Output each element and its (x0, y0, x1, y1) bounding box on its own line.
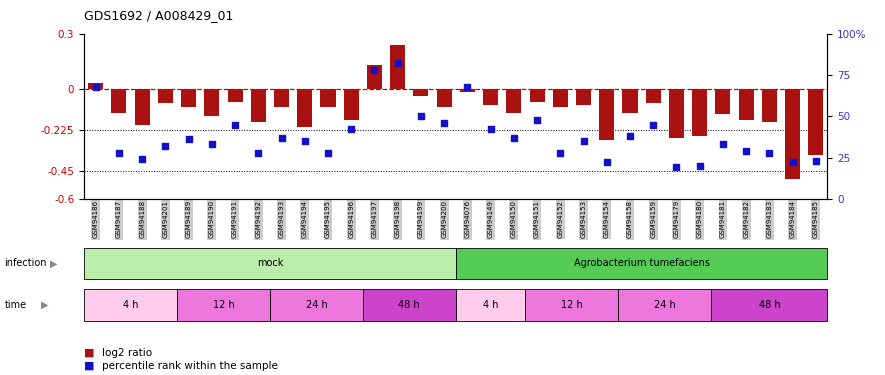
Bar (88, 83, 104, 89)
Point (135, 156, 150, 162)
Bar (112, 89, 127, 112)
Bar (646, 89, 661, 104)
Text: ■: ■ (84, 361, 95, 370)
Bar (808, 89, 823, 155)
Point (483, 126, 497, 132)
Text: log2 ratio: log2 ratio (102, 348, 152, 357)
Bar (227, 89, 242, 102)
Point (600, 159, 614, 165)
Point (716, 141, 730, 147)
Text: 24 h: 24 h (305, 300, 327, 310)
Point (646, 122, 660, 128)
Bar (529, 89, 544, 102)
Bar (413, 89, 428, 96)
Point (669, 164, 683, 170)
Text: 48 h: 48 h (398, 300, 420, 310)
Bar (390, 45, 405, 89)
Bar (599, 89, 614, 140)
Point (158, 143, 173, 149)
Point (390, 60, 404, 66)
Point (204, 141, 219, 147)
Text: Agrobacterium tumefaciens: Agrobacterium tumefaciens (573, 258, 710, 268)
Text: GDS1692 / A008429_01: GDS1692 / A008429_01 (84, 9, 234, 22)
Text: percentile rank within the sample: percentile rank within the sample (102, 361, 278, 370)
Text: 12 h: 12 h (212, 300, 235, 310)
Point (414, 113, 428, 119)
Point (460, 84, 474, 90)
Point (367, 67, 381, 73)
Bar (343, 89, 358, 120)
Bar (483, 89, 498, 105)
Bar (181, 89, 196, 107)
Text: 4 h: 4 h (483, 300, 498, 310)
Point (809, 158, 823, 164)
Point (576, 138, 590, 144)
Bar (135, 89, 150, 125)
Bar (274, 89, 289, 107)
Bar (715, 89, 730, 114)
Text: 12 h: 12 h (561, 300, 583, 310)
Point (344, 126, 358, 132)
Bar (622, 89, 637, 112)
Text: 48 h: 48 h (758, 300, 781, 310)
Bar (297, 89, 312, 127)
Text: ▶: ▶ (41, 300, 48, 310)
Bar (158, 89, 173, 104)
Point (623, 133, 637, 139)
Point (786, 159, 800, 165)
Bar (739, 89, 754, 120)
Text: mock: mock (257, 258, 283, 268)
Bar (553, 89, 568, 107)
Bar (692, 89, 707, 136)
Point (228, 122, 242, 128)
Text: infection: infection (4, 258, 47, 268)
Point (693, 163, 707, 169)
Point (507, 135, 521, 141)
Point (530, 117, 544, 123)
Point (112, 150, 126, 156)
Point (553, 150, 567, 156)
Bar (320, 89, 335, 107)
Text: ▶: ▶ (50, 258, 57, 268)
Bar (576, 89, 591, 105)
Point (739, 148, 753, 154)
Bar (506, 89, 521, 112)
Point (762, 150, 776, 156)
Bar (204, 89, 219, 116)
Text: ■: ■ (84, 348, 95, 357)
Point (297, 138, 312, 144)
Bar (762, 89, 777, 122)
Text: 24 h: 24 h (654, 300, 676, 310)
Point (181, 136, 196, 142)
Bar (785, 89, 800, 178)
Point (321, 150, 335, 156)
Bar (250, 89, 266, 122)
Point (437, 120, 451, 126)
Bar (460, 89, 475, 92)
Bar (669, 89, 684, 138)
Point (88, 84, 103, 90)
Point (274, 135, 289, 141)
Text: time: time (4, 300, 27, 310)
Bar (436, 89, 451, 107)
Text: 4 h: 4 h (123, 300, 138, 310)
Point (251, 150, 266, 156)
Bar (367, 65, 382, 89)
